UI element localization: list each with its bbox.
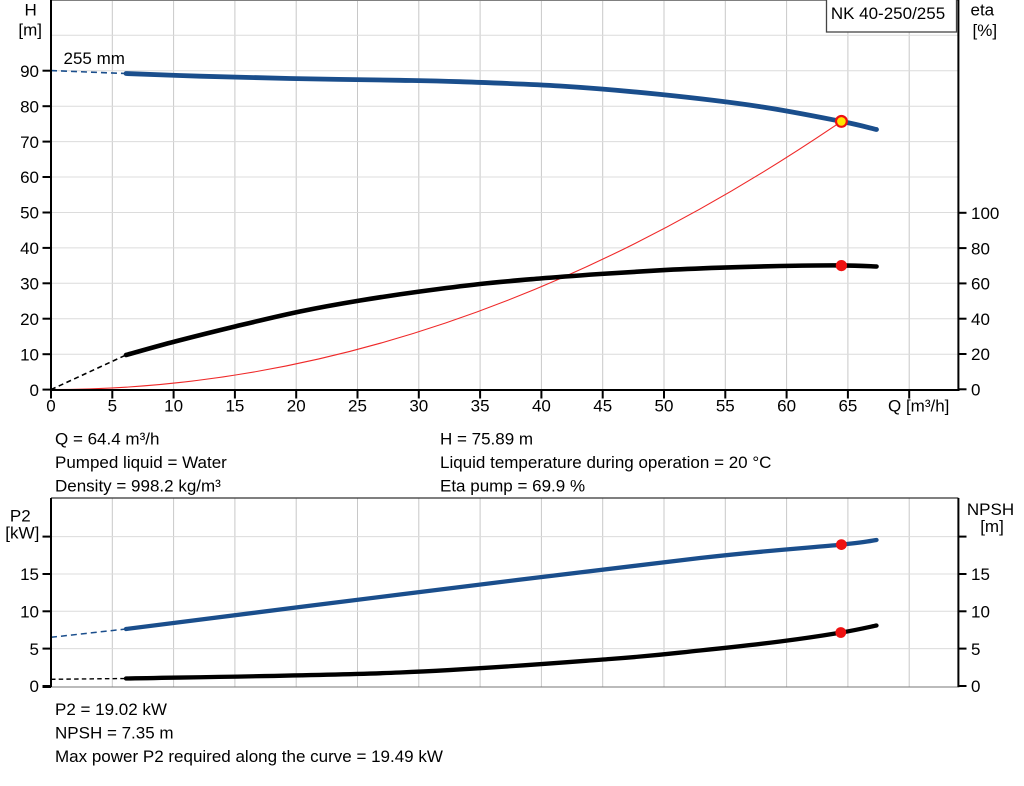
svg-text:0: 0 bbox=[46, 396, 55, 415]
svg-text:NPSH = 7.35 m: NPSH = 7.35 m bbox=[55, 723, 174, 742]
svg-text:NK 40-250/255: NK 40-250/255 bbox=[831, 4, 945, 23]
svg-text:P2: P2 bbox=[10, 507, 31, 526]
svg-text:30: 30 bbox=[409, 396, 428, 415]
svg-text:Max power P2 required along th: Max power P2 required along the curve = … bbox=[55, 747, 443, 766]
svg-text:[%]: [%] bbox=[973, 21, 998, 40]
svg-text:40: 40 bbox=[971, 310, 990, 329]
svg-text:[m]: [m] bbox=[18, 21, 42, 40]
svg-text:35: 35 bbox=[471, 396, 490, 415]
svg-text:10: 10 bbox=[20, 603, 39, 622]
svg-text:20: 20 bbox=[971, 345, 990, 364]
svg-text:15: 15 bbox=[225, 396, 244, 415]
svg-text:Eta pump = 69.9 %: Eta pump = 69.9 % bbox=[440, 476, 585, 495]
svg-text:[kW]: [kW] bbox=[5, 524, 39, 543]
svg-text:[m]: [m] bbox=[980, 517, 1004, 536]
svg-text:70: 70 bbox=[20, 133, 39, 152]
svg-text:eta: eta bbox=[971, 1, 995, 20]
svg-text:25: 25 bbox=[348, 396, 367, 415]
svg-text:H: H bbox=[24, 0, 36, 19]
svg-text:50: 50 bbox=[655, 396, 674, 415]
svg-text:H = 75.89 m: H = 75.89 m bbox=[440, 429, 533, 448]
svg-text:50: 50 bbox=[20, 204, 39, 223]
svg-text:255 mm: 255 mm bbox=[64, 49, 125, 68]
svg-text:65: 65 bbox=[838, 396, 857, 415]
svg-text:NPSH: NPSH bbox=[967, 500, 1014, 519]
svg-text:0: 0 bbox=[30, 381, 39, 400]
svg-text:5: 5 bbox=[971, 640, 980, 659]
svg-text:10: 10 bbox=[20, 345, 39, 364]
svg-text:80: 80 bbox=[20, 97, 39, 116]
svg-text:Pumped liquid = Water: Pumped liquid = Water bbox=[55, 453, 227, 472]
svg-text:30: 30 bbox=[20, 275, 39, 294]
svg-text:60: 60 bbox=[20, 168, 39, 187]
svg-text:Q [m³/h]: Q [m³/h] bbox=[888, 396, 949, 415]
svg-text:40: 40 bbox=[532, 396, 551, 415]
svg-text:55: 55 bbox=[716, 396, 735, 415]
svg-text:15: 15 bbox=[971, 565, 990, 584]
svg-text:20: 20 bbox=[287, 396, 306, 415]
svg-text:10: 10 bbox=[164, 396, 183, 415]
svg-text:60: 60 bbox=[971, 275, 990, 294]
svg-text:P2 = 19.02 kW: P2 = 19.02 kW bbox=[55, 700, 167, 719]
svg-text:10: 10 bbox=[971, 603, 990, 622]
svg-text:5: 5 bbox=[30, 640, 39, 659]
svg-text:0: 0 bbox=[971, 381, 980, 400]
svg-text:15: 15 bbox=[20, 565, 39, 584]
svg-text:60: 60 bbox=[777, 396, 796, 415]
svg-text:90: 90 bbox=[20, 62, 39, 81]
svg-text:45: 45 bbox=[593, 396, 612, 415]
svg-text:Q = 64.4 m³/h: Q = 64.4 m³/h bbox=[55, 429, 159, 448]
svg-text:5: 5 bbox=[108, 396, 117, 415]
svg-text:100: 100 bbox=[971, 204, 999, 223]
svg-text:20: 20 bbox=[20, 310, 39, 329]
svg-text:Liquid temperature during oper: Liquid temperature during operation = 20… bbox=[440, 453, 771, 472]
svg-text:0: 0 bbox=[971, 677, 980, 696]
svg-text:Density = 998.2 kg/m³: Density = 998.2 kg/m³ bbox=[55, 476, 221, 495]
svg-text:80: 80 bbox=[971, 239, 990, 258]
svg-text:0: 0 bbox=[30, 677, 39, 696]
svg-text:40: 40 bbox=[20, 239, 39, 258]
